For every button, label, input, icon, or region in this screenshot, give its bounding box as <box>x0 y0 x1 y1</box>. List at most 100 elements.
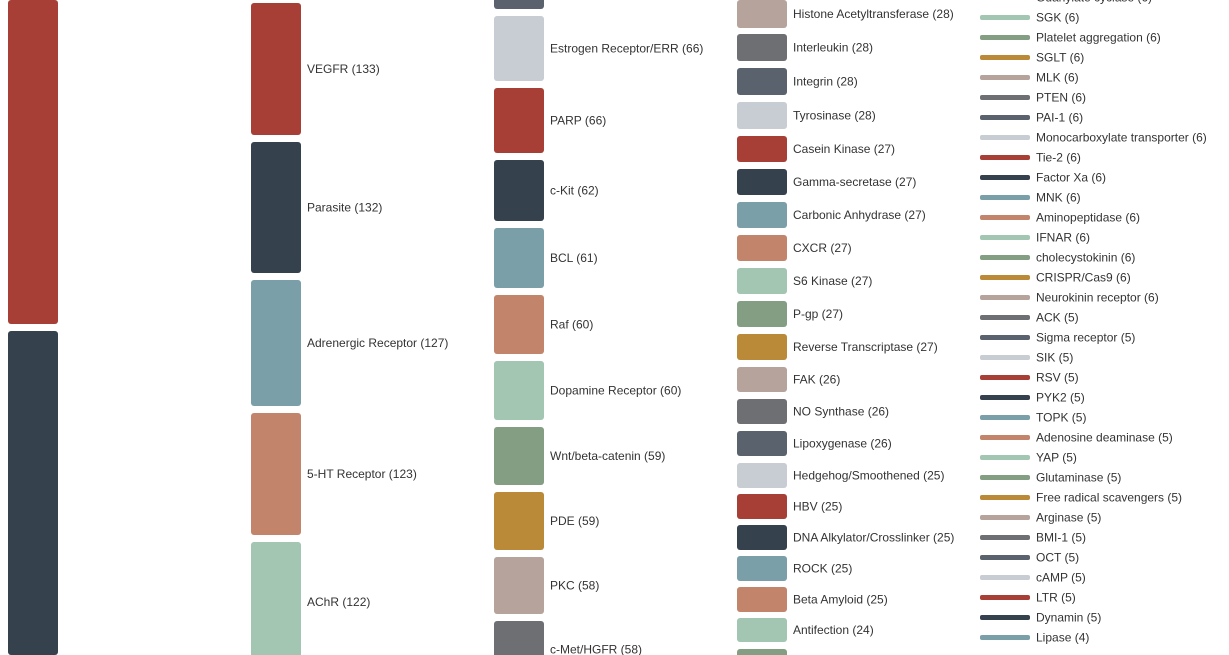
bar-5-31[interactable] <box>980 595 1030 600</box>
bar-label-3-8: Wnt/beta-catenin (59) <box>550 449 665 463</box>
bar-3-2[interactable] <box>494 16 544 81</box>
bar-5-21[interactable] <box>980 395 1030 400</box>
bar-4-3[interactable] <box>737 68 787 95</box>
bar-label-5-8: Monocarboxylate transporter (6) <box>1036 131 1207 145</box>
bar-label-5-28: BMI-1 (5) <box>1036 531 1086 545</box>
bar-4-2[interactable] <box>737 34 787 61</box>
bar-3-9[interactable] <box>494 492 544 550</box>
bar-5-7[interactable] <box>980 115 1030 120</box>
bar-label-4-5: Casein Kinase (27) <box>793 142 895 156</box>
bar-label-4-10: P-gp (27) <box>793 307 843 321</box>
bar-5-14[interactable] <box>980 255 1030 260</box>
bar-label-5-10: Factor Xa (6) <box>1036 171 1106 185</box>
bar-label-5-6: PTEN (6) <box>1036 91 1086 105</box>
bar-5-23[interactable] <box>980 435 1030 440</box>
bar-3-3[interactable] <box>494 88 544 153</box>
bar-5-13[interactable] <box>980 235 1030 240</box>
bar-5-11[interactable] <box>980 195 1030 200</box>
bar-5-33[interactable] <box>980 635 1030 640</box>
bar-4-21[interactable] <box>737 649 787 655</box>
bar-4-12[interactable] <box>737 367 787 392</box>
column-4: Histone Acetyltransferase (28) Interleuki… <box>737 0 954 655</box>
bar-5-8[interactable] <box>980 135 1030 140</box>
bar-5-5[interactable] <box>980 75 1030 80</box>
bar-5-27[interactable] <box>980 515 1030 520</box>
bar-2-5[interactable] <box>251 542 301 655</box>
bar-2-4[interactable] <box>251 413 301 535</box>
bar-4-1[interactable] <box>737 0 787 28</box>
bar-4-4[interactable] <box>737 102 787 129</box>
column-5: Guanylate cyclase (6) SGK (6) Platelet agg… <box>980 0 1207 645</box>
bar-4-15[interactable] <box>737 463 787 488</box>
bar-5-6[interactable] <box>980 95 1030 100</box>
bar-label-5-22: TOPK (5) <box>1036 411 1086 425</box>
bar-2-2[interactable] <box>251 142 301 273</box>
bar-4-18[interactable] <box>737 556 787 581</box>
column-1 <box>8 0 58 655</box>
bar-5-2[interactable] <box>980 15 1030 20</box>
bar-4-17[interactable] <box>737 525 787 550</box>
bar-label-5-16: Neurokinin receptor (6) <box>1036 291 1159 305</box>
bar-label-2-1: VEGFR (133) <box>307 62 380 76</box>
bar-5-16[interactable] <box>980 295 1030 300</box>
bar-4-20[interactable] <box>737 618 787 642</box>
bar-4-13[interactable] <box>737 399 787 424</box>
bar-label-5-29: OCT (5) <box>1036 551 1079 565</box>
bar-5-18[interactable] <box>980 335 1030 340</box>
bar-5-30[interactable] <box>980 575 1030 580</box>
bar-5-15[interactable] <box>980 275 1030 280</box>
bar-5-10[interactable] <box>980 175 1030 180</box>
bar-label-3-3: PARP (66) <box>550 114 606 128</box>
bar-4-11[interactable] <box>737 334 787 360</box>
bar-label-4-14: Lipoxygenase (26) <box>793 437 892 451</box>
bar-5-4[interactable] <box>980 55 1030 60</box>
bar-5-28[interactable] <box>980 535 1030 540</box>
bar-3-5[interactable] <box>494 228 544 288</box>
bar-5-17[interactable] <box>980 315 1030 320</box>
bar-label-5-19: SIK (5) <box>1036 351 1073 365</box>
bar-3-8[interactable] <box>494 427 544 485</box>
bar-5-3[interactable] <box>980 35 1030 40</box>
bar-label-4-9: S6 Kinase (27) <box>793 274 872 288</box>
bar-5-25[interactable] <box>980 475 1030 480</box>
bar-4-8[interactable] <box>737 235 787 261</box>
bar-3-1[interactable] <box>494 0 544 9</box>
bar-label-3-11: c-Met/HGFR (58) <box>550 643 642 655</box>
bar-label-5-25: Glutaminase (5) <box>1036 471 1121 485</box>
bar-5-9[interactable] <box>980 155 1030 160</box>
bar-label-5-18: Sigma receptor (5) <box>1036 331 1135 345</box>
bar-1-2[interactable] <box>8 331 58 655</box>
bar-label-5-1: Guanylate cyclase (6) <box>1036 0 1152 5</box>
bar-label-4-20: Antifection (24) <box>793 623 874 637</box>
bar-4-19[interactable] <box>737 587 787 612</box>
bar-5-26[interactable] <box>980 495 1030 500</box>
bar-5-32[interactable] <box>980 615 1030 620</box>
bar-4-14[interactable] <box>737 431 787 456</box>
bar-4-10[interactable] <box>737 301 787 327</box>
bar-4-9[interactable] <box>737 268 787 294</box>
bar-5-12[interactable] <box>980 215 1030 220</box>
bar-label-3-2: Estrogen Receptor/ERR (66) <box>550 42 703 56</box>
bar-3-10[interactable] <box>494 557 544 614</box>
bar-2-3[interactable] <box>251 280 301 406</box>
bar-4-6[interactable] <box>737 169 787 195</box>
bar-label-4-12: FAK (26) <box>793 373 840 387</box>
bar-1-1[interactable] <box>8 0 58 324</box>
bar-5-22[interactable] <box>980 415 1030 420</box>
bar-2-1[interactable] <box>251 3 301 135</box>
bar-label-5-31: LTR (5) <box>1036 591 1076 605</box>
bar-3-4[interactable] <box>494 160 544 221</box>
bar-5-24[interactable] <box>980 455 1030 460</box>
bar-3-6[interactable] <box>494 295 544 354</box>
bar-5-19[interactable] <box>980 355 1030 360</box>
bar-5-29[interactable] <box>980 555 1030 560</box>
bar-4-7[interactable] <box>737 202 787 228</box>
bar-label-4-6: Gamma-secretase (27) <box>793 175 916 189</box>
bar-5-20[interactable] <box>980 375 1030 380</box>
bar-4-5[interactable] <box>737 136 787 162</box>
bar-label-4-1: Histone Acetyltransferase (28) <box>793 7 954 21</box>
bar-4-16[interactable] <box>737 494 787 519</box>
bar-3-11[interactable] <box>494 621 544 655</box>
bar-3-7[interactable] <box>494 361 544 420</box>
bar-label-5-21: PYK2 (5) <box>1036 391 1085 405</box>
